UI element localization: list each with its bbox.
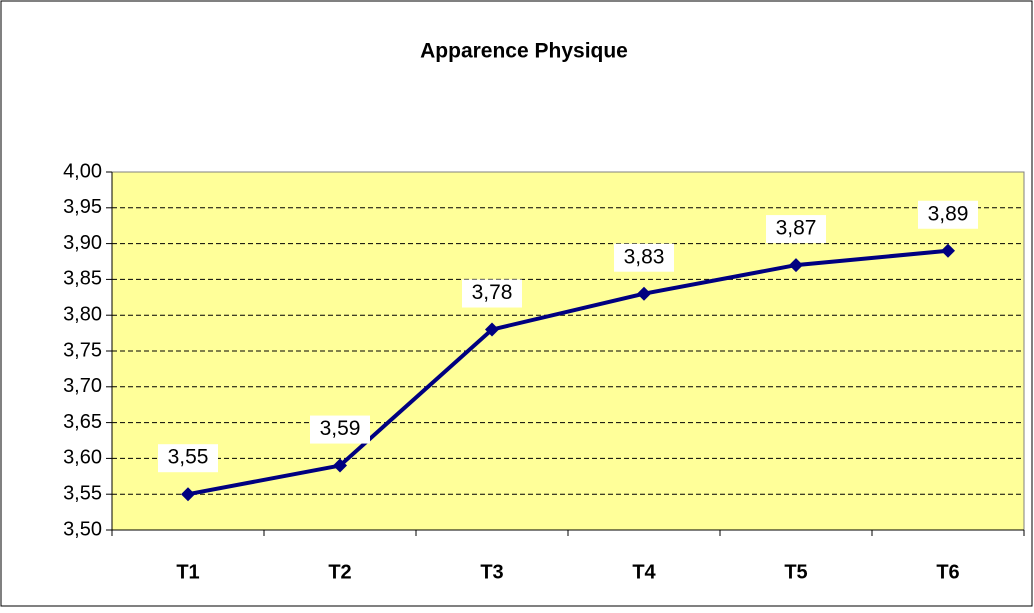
data-label-bg <box>158 444 218 473</box>
data-label: 3,78 <box>472 281 513 304</box>
data-label: 3,59 <box>320 417 361 440</box>
x-tick-label: T2 <box>328 561 351 583</box>
marker <box>789 258 803 273</box>
y-tick-label: 3,50 <box>63 518 102 540</box>
marker <box>485 322 499 337</box>
data-label: 3,83 <box>624 245 665 268</box>
y-tick-label: 3,75 <box>63 339 102 361</box>
y-tick-label: 3,80 <box>63 303 102 325</box>
y-tick-label: 3,55 <box>63 482 102 504</box>
data-label-bg <box>766 215 826 244</box>
data-label: 3,87 <box>776 217 817 240</box>
data-label-bg <box>918 200 978 229</box>
y-tick-label: 4,00 <box>63 160 102 182</box>
data-label: 3,89 <box>928 202 969 225</box>
line <box>187 248 949 497</box>
x-tick-label: T4 <box>632 561 656 583</box>
y-tick-label: 3,95 <box>63 196 102 218</box>
marker <box>181 487 195 502</box>
y-tick-label: 3,70 <box>63 375 102 397</box>
data-label: 3,55 <box>168 446 209 469</box>
marker <box>941 243 955 258</box>
x-tick-label: T3 <box>480 561 503 583</box>
marker <box>637 286 651 301</box>
chart-title: Apparence Physique <box>420 40 628 63</box>
x-tick-label: T5 <box>784 561 807 583</box>
marker <box>333 458 347 473</box>
x-tick-label: T6 <box>936 561 959 583</box>
y-tick-label: 3,60 <box>63 447 102 469</box>
x-tick-label: T1 <box>176 561 199 583</box>
data-label-bg <box>310 415 370 444</box>
y-tick-label: 3,90 <box>63 232 102 254</box>
y-tick-label: 3,85 <box>63 268 102 290</box>
data-label-bg <box>614 243 674 272</box>
data-label-bg <box>462 279 522 308</box>
y-tick-label: 3,65 <box>63 411 102 433</box>
